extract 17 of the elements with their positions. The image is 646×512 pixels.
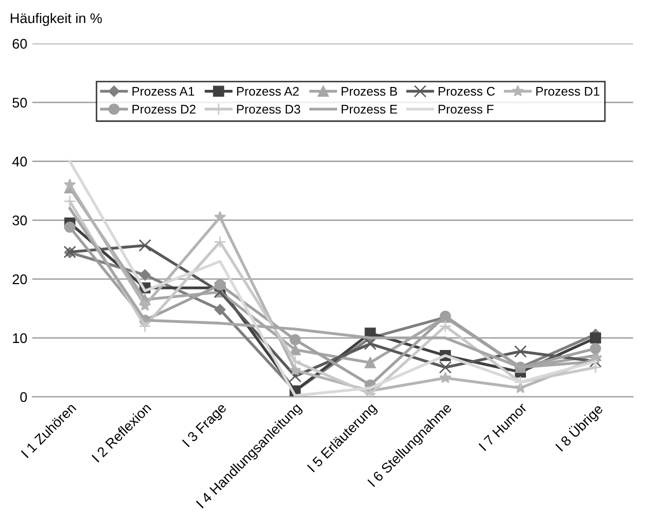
legend-label: Prozess B [342,87,398,96]
legend-label: Prozess C [438,86,495,96]
legend-label: Prozess E [342,104,398,114]
legend-label: Prozess D1 [536,87,600,96]
legend-label: Prozess D2 [132,104,196,114]
y-tick-label: 60 [12,38,27,49]
y-tick-label: 0 [20,392,27,402]
y-tick-label: 20 [12,274,27,284]
y-axis-title: Häufigkeit in % [10,12,102,26]
legend-label: Prozess A2 [237,86,299,96]
y-tick-label: 40 [12,156,27,166]
legend-label: Prozess F [438,104,494,114]
y-tick-label: 50 [12,98,27,108]
y-tick-label: 30 [12,215,27,226]
legend-label: Prozess A1 [132,87,194,96]
legend-label: Prozess D3 [237,104,300,114]
y-tick-label: 10 [13,333,27,344]
